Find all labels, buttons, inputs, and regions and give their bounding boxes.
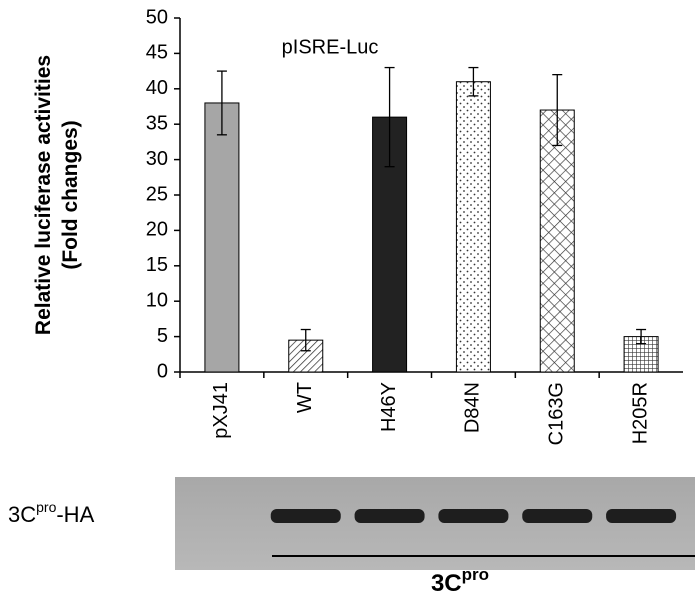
error-bar: [384, 66, 395, 168]
blot-band: [522, 509, 593, 523]
y-label-line: (Fold changes): [59, 120, 82, 269]
blot-label-base: 3C: [8, 502, 36, 527]
y-tick-label: 0: [157, 360, 168, 382]
bar: [204, 102, 240, 373]
bar: [455, 81, 491, 373]
blot-band: [270, 509, 341, 523]
blot-label-suffix: -HA: [56, 502, 94, 527]
x-tick-label: WT: [294, 382, 316, 413]
y-tick-label: 35: [146, 112, 168, 134]
y-tick-label: 25: [146, 183, 168, 205]
bar: [539, 109, 575, 373]
y-tick-label: 10: [146, 289, 168, 311]
y-tick-label: 45: [146, 42, 168, 64]
plot: 0 5 10 15 20 25 30 35 40 45 50 pXJ41 WT H46Y D84N C163G…: [146, 6, 683, 445]
x-tick-label: pXJ41: [210, 382, 232, 439]
blot-label-sup: pro: [36, 499, 56, 515]
error-bar: [216, 70, 227, 136]
blot-band: [354, 509, 425, 523]
error-bar: [552, 73, 563, 147]
x-tick-label: C163G: [546, 382, 568, 445]
error-bar: [636, 328, 647, 345]
y-tick-label: 50: [146, 6, 168, 28]
group-sup: pro: [462, 565, 489, 584]
y-tick-label: 20: [146, 219, 168, 241]
blot-band: [606, 509, 677, 523]
blot-band: [438, 509, 509, 523]
group-base: 3C: [431, 570, 462, 597]
y-tick-label: 5: [157, 325, 168, 347]
y-tick-label: 30: [146, 148, 168, 170]
error-bar: [468, 66, 479, 97]
blot-membrane: [175, 477, 695, 570]
y-tick-label: 40: [146, 77, 168, 99]
x-tick-label: H46Y: [378, 382, 400, 432]
group-label: 3Cpro: [431, 565, 489, 597]
y-label-line: Relative luciferase activities: [32, 55, 55, 335]
y-axis-label: Relative luciferase activities (Fold cha…: [32, 55, 82, 335]
error-bar: [300, 328, 311, 352]
x-tick-label: D84N: [462, 382, 484, 433]
chart-title: pISRE-Luc: [282, 36, 379, 58]
y-tick-label: 15: [146, 254, 168, 276]
x-tick-label: H205R: [629, 382, 651, 444]
blot-label: 3Cpro-HA: [8, 499, 95, 527]
